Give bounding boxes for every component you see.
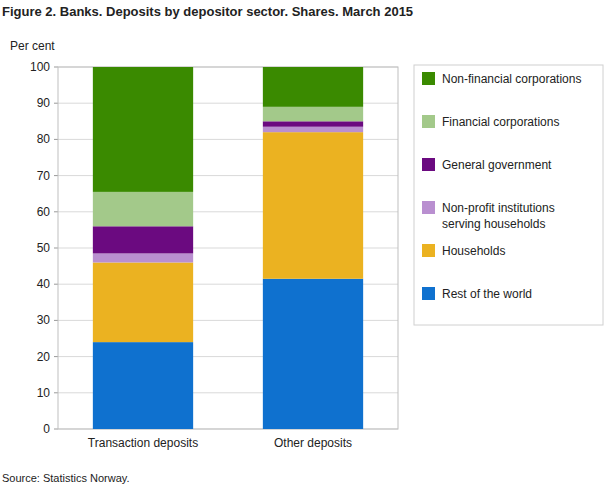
tick-mark — [54, 211, 58, 212]
legend-label: General government — [442, 158, 552, 172]
legend-swatch — [422, 115, 435, 128]
legend-label: Non-profit institutions serving household… — [442, 201, 555, 231]
legend-label-line: Rest of the world — [442, 287, 532, 301]
bar-segment — [263, 107, 363, 121]
x-tick-label: Other deposits — [274, 436, 352, 450]
legend-label-line: serving households — [442, 217, 545, 231]
legend-label: Rest of the world — [442, 287, 532, 301]
tick-mark — [54, 320, 58, 321]
tick-mark — [54, 139, 58, 140]
bar-segment — [93, 226, 193, 253]
bars — [93, 67, 363, 429]
x-tick-label: Transaction deposits — [88, 436, 198, 450]
tick-mark — [54, 356, 58, 357]
bar-segment — [263, 67, 363, 107]
legend-swatch — [422, 244, 435, 257]
bar-segment — [263, 279, 363, 429]
legend-label-line: Non-profit institutions — [442, 201, 555, 215]
legend-box — [414, 65, 603, 325]
legend-swatch — [422, 72, 435, 85]
legend-label-line: Financial corporations — [442, 115, 559, 129]
y-tick-label: 40 — [37, 277, 51, 291]
tick-mark — [54, 175, 58, 176]
source: Source: Statistics Norway. — [2, 472, 130, 484]
legend-swatch — [422, 287, 435, 300]
legend-label-line: Households — [442, 244, 505, 258]
y-tick-label: 0 — [43, 422, 50, 436]
legend-label: Non-financial corporations — [442, 72, 581, 86]
y-tick-label: 100 — [30, 60, 50, 74]
bar-segment — [263, 121, 363, 126]
bar-segment — [93, 67, 193, 192]
plot-frame — [58, 67, 398, 429]
tick-mark — [54, 103, 58, 104]
chart-svg: Figure 2. Banks. Deposits by depositor s… — [0, 0, 609, 489]
bar-segment — [93, 192, 193, 226]
y-tick-label: 20 — [37, 350, 51, 364]
y-tick-label: 60 — [37, 205, 51, 219]
tick-mark — [54, 392, 58, 393]
y-tick-label: 10 — [37, 386, 51, 400]
bar-segment — [263, 132, 363, 279]
legend-label: Households — [442, 244, 505, 258]
bar-segment — [93, 253, 193, 262]
y-axis-label: Per cent — [10, 39, 55, 53]
legend-swatch — [422, 201, 435, 214]
y-tick-label: 50 — [37, 241, 51, 255]
tick-mark — [54, 284, 58, 285]
tick-mark — [54, 248, 58, 249]
title: Figure 2. Banks. Deposits by depositor s… — [2, 4, 413, 19]
tick-mark — [54, 429, 58, 430]
y-tick-label: 70 — [37, 169, 51, 183]
bar-segment — [263, 127, 363, 132]
bar-segment — [93, 342, 193, 429]
bar-segment — [93, 262, 193, 342]
legend-label: Financial corporations — [442, 115, 559, 129]
legend-label-line: Non-financial corporations — [442, 72, 581, 86]
chart-container: Figure 2. Banks. Deposits by depositor s… — [0, 0, 609, 489]
y-tick-label: 90 — [37, 96, 51, 110]
y-tick-label: 30 — [37, 313, 51, 327]
legend-label-line: General government — [442, 158, 552, 172]
y-tick-label: 80 — [37, 132, 51, 146]
legend-swatch — [422, 158, 435, 171]
tick-mark — [54, 67, 58, 68]
